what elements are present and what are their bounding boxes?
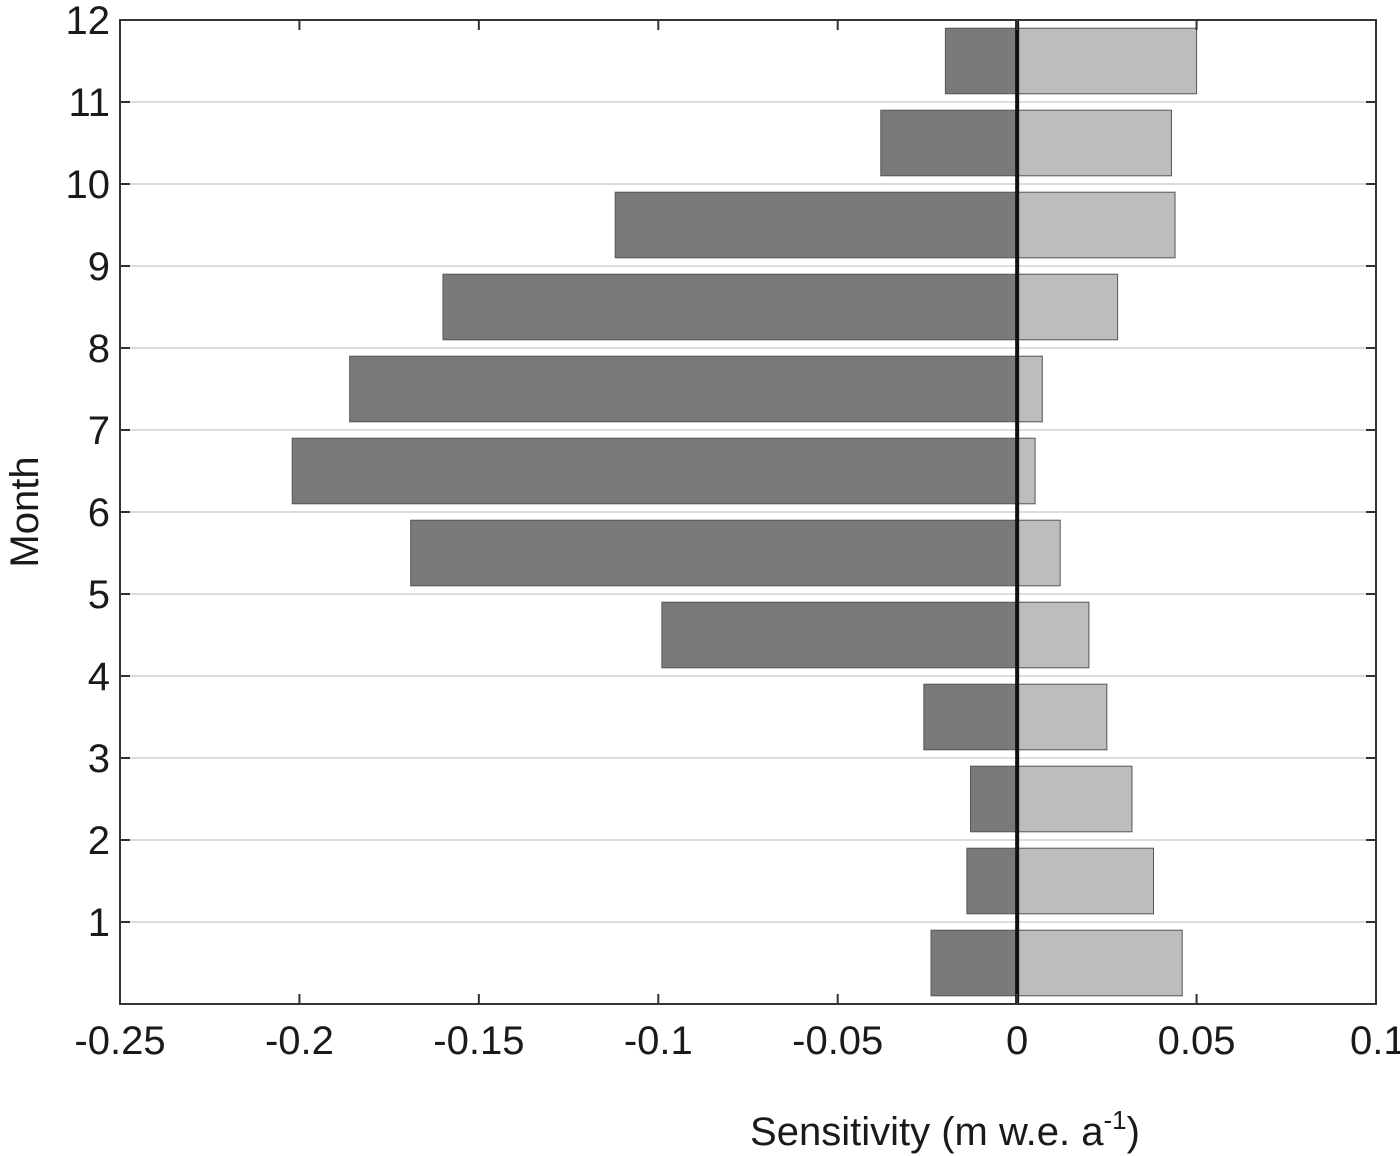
bar-series2-month-2 [1016, 847, 1155, 915]
y-tick-label-8: 8 [88, 327, 110, 371]
bar-series1-month-7 [291, 437, 1018, 505]
x-tick-label-7: 0.1 [1350, 1019, 1400, 1063]
y-tick-label-5: 5 [88, 573, 110, 617]
y-tick-label-7: 7 [88, 409, 110, 453]
bar-series2-month-10 [1016, 191, 1176, 259]
y-tick-label-3: 3 [88, 737, 110, 781]
x-tick-label-0: -0.25 [74, 1019, 165, 1063]
bar-series2-month-7 [1016, 437, 1036, 505]
bar-series1-month-10 [614, 191, 1018, 259]
x-axis-label-text: Sensitivity (m w.e. a [750, 1110, 1104, 1154]
tick-marks [119, 19, 1377, 1004]
bars [291, 27, 1198, 997]
bar-series2-month-9 [1016, 273, 1119, 341]
y-tick-label-4: 4 [88, 655, 110, 699]
bar-series2-month-4 [1016, 683, 1108, 751]
x-tick-label-2: -0.15 [433, 1019, 524, 1063]
y-tick-label-10: 10 [66, 163, 111, 207]
bar-series1-month-5 [661, 601, 1018, 669]
bar-series1-month-1 [930, 929, 1018, 997]
bar-series2-month-1 [1016, 929, 1183, 997]
bar-series2-month-11 [1016, 109, 1172, 177]
y-tick-label-12: 12 [66, 0, 111, 43]
bar-series1-month-4 [923, 683, 1018, 751]
y-axis-label: Month [3, 456, 47, 567]
bar-series2-month-6 [1016, 519, 1061, 587]
x-tick-labels: -0.25 -0.2 -0.15 -0.1 -0.05 0 0.05 0.1 [74, 1019, 1400, 1063]
bar-series2-month-3 [1016, 765, 1133, 833]
bar-series2-month-8 [1016, 355, 1043, 423]
x-tick-label-1: -0.2 [265, 1019, 334, 1063]
x-tick-label-6: 0.05 [1158, 1019, 1236, 1063]
bar-series1-month-11 [880, 109, 1018, 177]
y-tick-label-2: 2 [88, 819, 110, 863]
y-tick-label-11: 11 [68, 81, 110, 125]
bar-series1-month-2 [966, 847, 1018, 915]
x-tick-label-3: -0.1 [624, 1019, 693, 1063]
bar-series1-month-12 [944, 27, 1018, 95]
bar-series1-month-8 [349, 355, 1018, 423]
bar-series1-month-6 [410, 519, 1018, 587]
x-tick-label-5: 0 [1006, 1019, 1028, 1063]
x-axis-label-close: ) [1127, 1110, 1140, 1154]
x-axis-label: Sensitivity (m w.e. a-1) [750, 1105, 1140, 1154]
bar-series1-month-9 [442, 273, 1018, 341]
y-tick-label-1: 1 [88, 901, 110, 945]
x-tick-label-4: -0.05 [792, 1019, 883, 1063]
x-axis-label-superscript: -1 [1103, 1105, 1126, 1135]
bar-series2-month-5 [1016, 601, 1090, 669]
y-tick-label-9: 9 [88, 245, 110, 289]
bar-series1-month-3 [969, 765, 1018, 833]
y-tick-label-6: 6 [88, 491, 110, 535]
bar-series2-month-12 [1016, 27, 1198, 95]
